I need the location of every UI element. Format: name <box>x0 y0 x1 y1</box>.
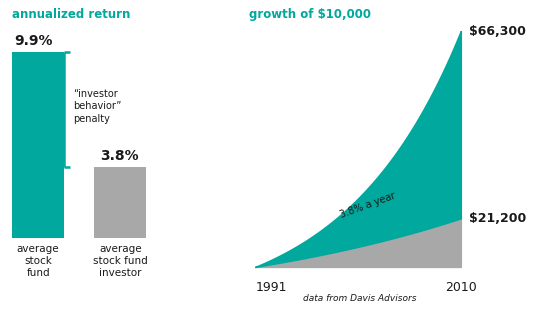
Polygon shape <box>255 219 462 267</box>
Text: 2010: 2010 <box>446 281 477 295</box>
Bar <box>12 52 64 239</box>
Text: “investor
behavior”
penalty: “investor behavior” penalty <box>74 89 122 124</box>
Text: $66,300: $66,300 <box>469 25 526 38</box>
Text: 1991: 1991 <box>255 281 287 295</box>
Text: 9.9% a year: 9.9% a year <box>318 74 365 125</box>
Text: 9.9%: 9.9% <box>15 34 53 48</box>
Text: growth of $10,000: growth of $10,000 <box>249 8 372 21</box>
Text: 3.8% a year: 3.8% a year <box>339 191 397 220</box>
Text: $21,200: $21,200 <box>469 212 526 225</box>
Text: average
stock fund
investor: average stock fund investor <box>93 244 148 278</box>
Text: average
stock
fund: average stock fund <box>17 244 60 278</box>
Text: 3.8%: 3.8% <box>100 149 139 163</box>
Text: data from Davis Advisors: data from Davis Advisors <box>303 294 417 303</box>
Bar <box>94 167 146 239</box>
Text: annualized return: annualized return <box>12 8 131 21</box>
Polygon shape <box>255 31 462 267</box>
